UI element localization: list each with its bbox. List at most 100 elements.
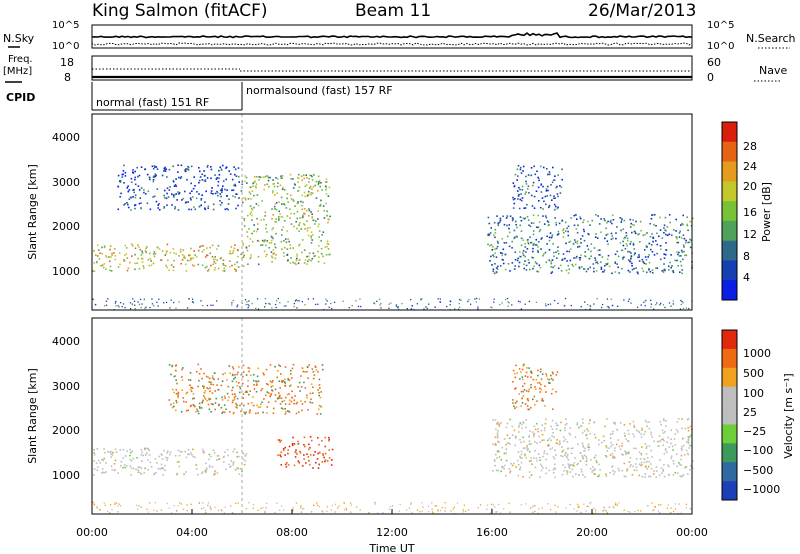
echo-cell <box>202 245 204 247</box>
echo-cell <box>554 504 556 506</box>
echo-cell <box>678 418 680 420</box>
echo-cell <box>267 383 269 386</box>
echo-cell <box>155 166 158 168</box>
echo-cell <box>525 419 527 421</box>
echo-cell <box>163 197 166 199</box>
echo-cell <box>244 175 246 177</box>
echo-cell <box>214 256 216 258</box>
echo-cell <box>93 474 95 476</box>
echo-cell <box>264 239 266 241</box>
echo-cell <box>569 471 572 473</box>
echo-cell <box>606 450 608 452</box>
echo-cell <box>614 471 616 473</box>
echo-cell <box>551 419 554 422</box>
echo-cell <box>660 504 662 506</box>
echo-cell <box>600 218 602 220</box>
echo-cell <box>450 510 452 512</box>
echo-cell <box>298 243 301 246</box>
echo-cell <box>101 264 104 266</box>
echo-cell <box>277 397 279 400</box>
echo-cell <box>526 445 528 447</box>
echo-cell <box>351 305 353 307</box>
echo-cell <box>322 454 324 457</box>
echo-cell <box>610 298 612 300</box>
echo-cell <box>253 388 256 390</box>
echo-cell <box>612 469 614 472</box>
echo-cell <box>530 222 533 224</box>
echo-cell <box>281 248 283 250</box>
echo-cell <box>664 306 666 309</box>
echo-cell <box>614 456 616 459</box>
echo-cell <box>530 384 532 386</box>
echo-cell <box>594 259 597 261</box>
nsearch-tick-bottom: 10^0 <box>707 41 734 52</box>
echo-cell <box>161 250 164 252</box>
echo-cell <box>640 454 643 456</box>
echo-cell <box>134 204 137 206</box>
echo-cell <box>588 446 590 449</box>
echo-cell <box>536 270 539 273</box>
echo-cell <box>312 370 315 373</box>
velocity-ytick-4000: 4000 <box>52 335 80 348</box>
echo-cell <box>165 301 168 304</box>
echo-cell <box>563 436 565 439</box>
echo-cell <box>100 265 102 267</box>
echo-cell <box>626 452 629 454</box>
echo-cell <box>201 264 204 266</box>
colorbar-swatch <box>722 481 737 501</box>
echo-cell <box>610 445 612 448</box>
echo-cell <box>651 436 653 438</box>
echo-cell <box>126 450 129 452</box>
echo-cell <box>530 406 532 409</box>
echo-cell <box>225 166 228 168</box>
colorbar-swatch <box>722 386 737 406</box>
echo-cell <box>171 204 173 206</box>
echo-cell <box>497 242 499 244</box>
echo-cell <box>462 509 464 511</box>
echo-cell <box>197 249 200 252</box>
echo-cell <box>539 229 542 231</box>
echo-cell <box>186 259 189 262</box>
echo-cell <box>131 303 134 305</box>
echo-cell <box>521 197 524 199</box>
echo-cell <box>518 261 521 264</box>
echo-cell <box>581 442 584 445</box>
echo-cell <box>214 473 216 475</box>
echo-cell <box>136 166 138 169</box>
echo-cell <box>512 207 515 209</box>
echo-cell <box>203 391 206 394</box>
echo-cell <box>232 299 234 302</box>
echo-cell <box>579 451 582 454</box>
echo-cell <box>494 263 496 265</box>
echo-cell <box>685 466 687 468</box>
echo-cell <box>170 264 173 266</box>
colorbar-swatch <box>722 348 737 369</box>
echo-cell <box>284 246 286 249</box>
echo-cell <box>131 255 133 257</box>
echo-cell <box>255 412 257 415</box>
echo-cell <box>282 449 285 452</box>
echo-cell <box>579 460 582 462</box>
echo-cell <box>172 266 175 268</box>
echo-cell <box>493 460 496 462</box>
echo-cell <box>493 298 495 300</box>
echo-cell <box>322 255 324 258</box>
echo-cell <box>518 265 520 268</box>
echo-cell <box>93 452 95 454</box>
echo-cell <box>585 510 587 512</box>
echo-cell <box>147 469 149 471</box>
echo-cell <box>533 425 536 428</box>
echo-cell <box>673 438 676 440</box>
echo-cell <box>199 176 202 178</box>
echo-cell <box>292 436 294 439</box>
echo-cell <box>582 474 584 476</box>
echo-cell <box>532 398 534 401</box>
echo-cell <box>613 507 615 509</box>
echo-cell <box>261 388 264 390</box>
echo-cell <box>548 259 551 262</box>
echo-cell <box>297 201 299 203</box>
echo-cell <box>138 466 141 468</box>
echo-cell <box>138 303 140 305</box>
echo-cell <box>642 270 645 273</box>
echo-cell <box>149 461 152 464</box>
